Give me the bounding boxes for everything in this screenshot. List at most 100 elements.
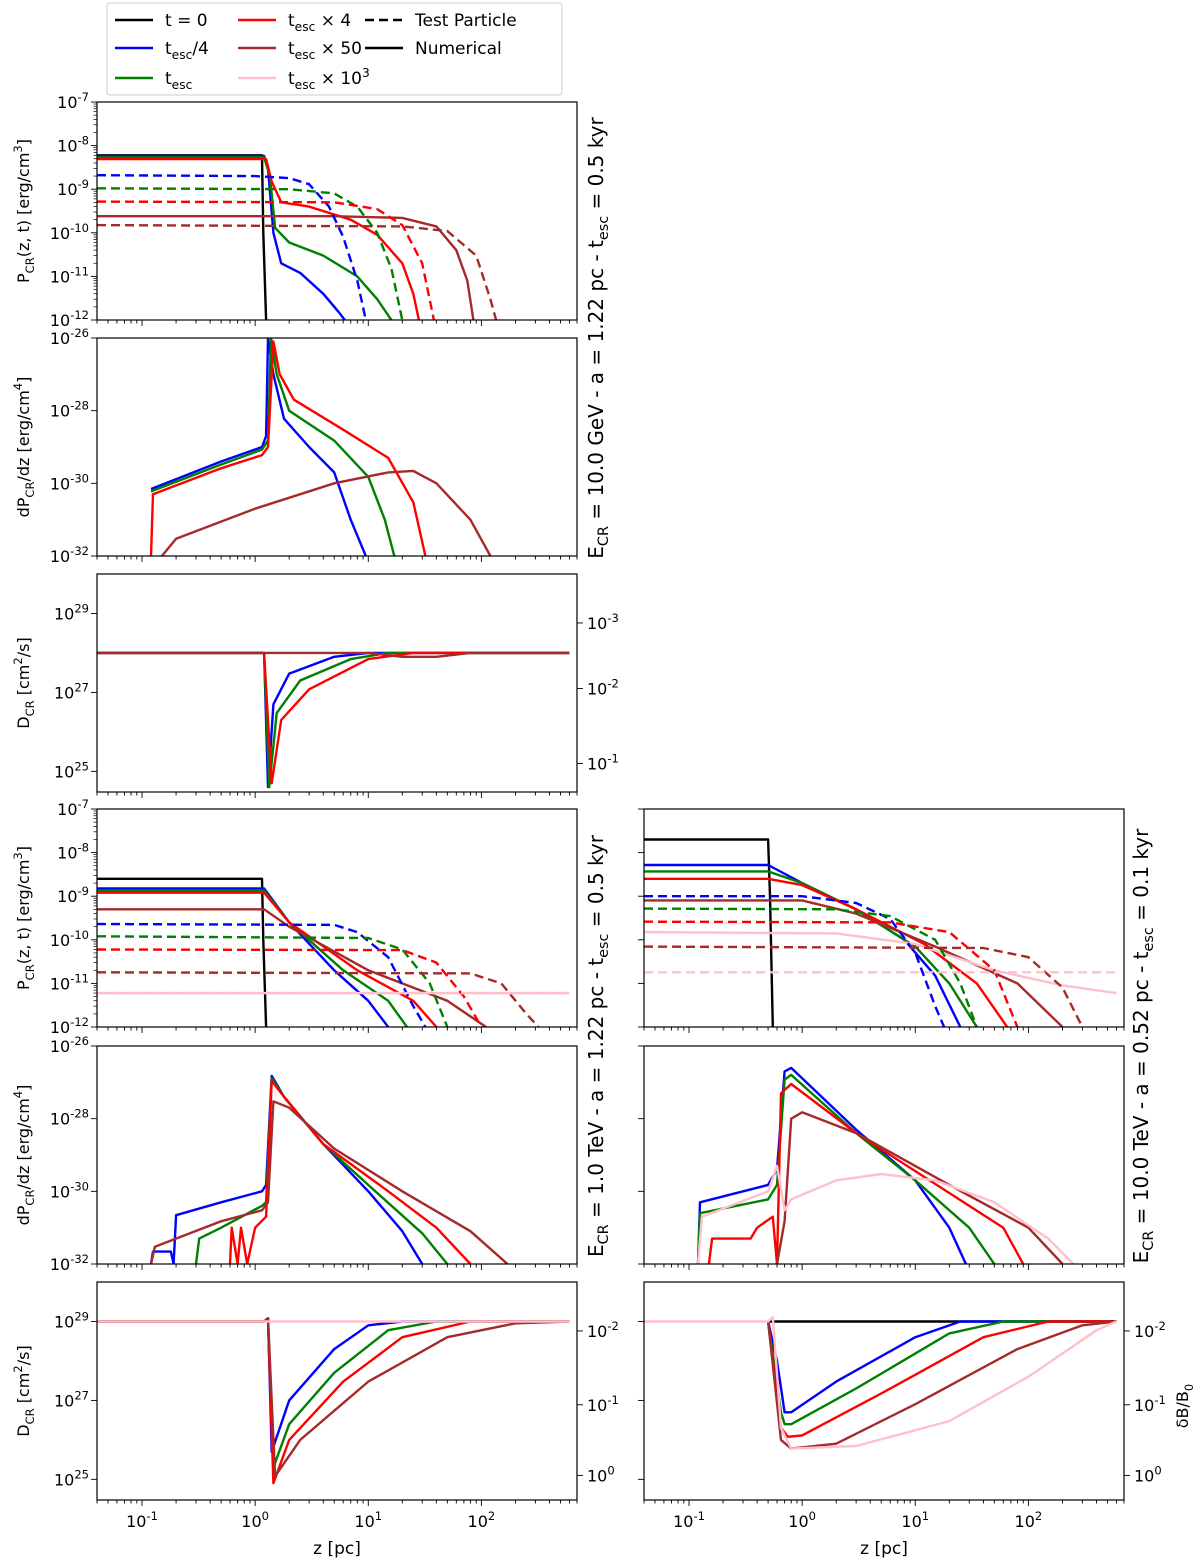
series-line bbox=[644, 930, 1117, 995]
panels: 10-7 10-8 10-9 10-10 10-11 10-12 PCR(z, t) [er… bbox=[11, 90, 1196, 1559]
legend-label: tesc × 50 bbox=[288, 39, 362, 62]
legend: t = 0 tesc/4 tesc tesc × 4 tesc × 50 tesc × 1… bbox=[106, 2, 563, 96]
series-line bbox=[97, 651, 570, 785]
x-tick-label: 102 bbox=[468, 1509, 496, 1531]
series-line bbox=[149, 1074, 424, 1264]
series-group bbox=[149, 1074, 509, 1264]
series-line bbox=[97, 908, 487, 1027]
panel-4-p: 10-7 10-8 10-9 10-10 10-11 10-12 PCR(z, t) [er… bbox=[11, 797, 578, 1037]
y-tick-label: 10-28 bbox=[50, 399, 89, 421]
series-line bbox=[149, 340, 427, 556]
series-group bbox=[644, 838, 1117, 1027]
series-line bbox=[97, 223, 498, 320]
series-group bbox=[696, 1066, 1075, 1264]
x-axis-label: z [pc] bbox=[860, 1539, 908, 1559]
series-line bbox=[644, 907, 978, 1027]
series-line bbox=[150, 338, 396, 556]
series-line bbox=[149, 1100, 509, 1264]
panel-8-dp bbox=[638, 1045, 1125, 1270]
series-line bbox=[97, 877, 268, 1027]
series-line bbox=[97, 156, 393, 320]
panel-6-d: 10-1 100 101 102 z [pc] 1029 1027 1025 DCR [cm2/… bbox=[11, 1281, 619, 1559]
x-axis-label: z [pc] bbox=[313, 1539, 361, 1559]
series-line bbox=[644, 945, 1084, 1027]
series-line bbox=[644, 895, 946, 1027]
series-line bbox=[766, 1320, 1117, 1450]
y-tick-label: 10-30 bbox=[50, 471, 89, 493]
series-line bbox=[160, 469, 492, 556]
y-tick-label: 10-30 bbox=[50, 1179, 89, 1201]
right-tick-label: 10-3 bbox=[587, 611, 619, 633]
right-tick-label: 10-2 bbox=[587, 676, 619, 698]
x-tick-label: 101 bbox=[354, 1509, 382, 1531]
y-axis-label: PCR(z, t) [erg/cm3] bbox=[11, 139, 37, 283]
series-group bbox=[97, 154, 498, 320]
panel-frame bbox=[96, 1045, 578, 1265]
y-tick-label: 10-12 bbox=[50, 308, 89, 330]
series-line bbox=[97, 200, 436, 320]
series-line bbox=[97, 922, 427, 1027]
panel-5-dp: 10-26 10-28 10-30 10-32 dPCR/dz [erg/cm4] bbox=[11, 1034, 578, 1274]
series-line bbox=[644, 920, 1019, 1027]
legend-label: tesc/4 bbox=[165, 39, 209, 62]
panel-frame bbox=[96, 808, 578, 1028]
panel-frame bbox=[643, 1281, 1125, 1501]
series-line bbox=[97, 889, 408, 1027]
series-group bbox=[97, 877, 570, 1027]
legend-box bbox=[106, 2, 563, 96]
y-tick-label: 10-26 bbox=[50, 1034, 89, 1056]
series-group bbox=[149, 338, 492, 556]
y-tick-label: 10-9 bbox=[57, 884, 89, 906]
x-tick-label: 10-1 bbox=[673, 1509, 705, 1531]
panel-frame bbox=[643, 808, 1125, 1028]
series-line bbox=[696, 1066, 967, 1264]
right-tick-label: 10-2 bbox=[1134, 1319, 1166, 1341]
series-group bbox=[644, 1315, 1117, 1450]
legend-label: Test Particle bbox=[414, 11, 517, 31]
legend-label: tesc × 103 bbox=[288, 66, 370, 92]
y-tick-label: 10-32 bbox=[50, 544, 89, 566]
y-axis-label: DCR [cm2/s] bbox=[11, 1345, 37, 1436]
right-tick-label: 10-1 bbox=[587, 751, 619, 773]
series-line bbox=[97, 971, 540, 1027]
series-line bbox=[150, 338, 367, 556]
y-tick-label: 10-11 bbox=[50, 971, 89, 993]
x-tick-label: 100 bbox=[788, 1509, 816, 1531]
panel-frame bbox=[96, 101, 578, 321]
panel-1-p: 10-7 10-8 10-9 10-10 10-11 10-12 PCR(z, t) [er… bbox=[11, 90, 578, 330]
series-group bbox=[97, 651, 570, 789]
series-line bbox=[644, 899, 1064, 1027]
series-line bbox=[97, 174, 367, 320]
right-tick-label: 100 bbox=[587, 1463, 615, 1485]
series-line bbox=[766, 1320, 1117, 1426]
series-line bbox=[97, 651, 570, 789]
y-tick-label: 10-11 bbox=[50, 264, 89, 286]
legend-label: tesc × 4 bbox=[288, 11, 351, 34]
y-tick-label: 10-8 bbox=[57, 134, 89, 156]
series-line bbox=[97, 157, 421, 320]
series-line bbox=[97, 154, 268, 320]
right-tick-label: 10-2 bbox=[587, 1319, 619, 1341]
y-tick-label: 1025 bbox=[54, 759, 89, 781]
row-label: ECR = 1.0 TeV - a = 1.22 pc - tesc = 0.5… bbox=[584, 834, 612, 1257]
series-line bbox=[194, 1077, 449, 1264]
series-line bbox=[97, 651, 570, 789]
series-line bbox=[775, 1111, 1064, 1264]
y-tick-label: 10-32 bbox=[50, 1252, 89, 1274]
right-tick-label: 10-1 bbox=[1134, 1393, 1166, 1415]
y-tick-label: 10-12 bbox=[50, 1015, 89, 1037]
x-tick-label: 100 bbox=[241, 1509, 269, 1531]
y-tick-label: 1027 bbox=[54, 680, 89, 702]
series-line bbox=[97, 891, 438, 1027]
series-line bbox=[644, 877, 1009, 1027]
y-tick-label: 1029 bbox=[54, 601, 89, 623]
x-tick-label: 10-1 bbox=[126, 1509, 158, 1531]
y-axis-label: DCR [cm2/s] bbox=[11, 637, 37, 728]
legend-label: Numerical bbox=[415, 39, 502, 59]
series-line bbox=[97, 887, 390, 1027]
y-tick-label: 10-10 bbox=[50, 221, 89, 243]
right-axis-label: δB/B0 bbox=[1173, 1384, 1196, 1428]
series-line bbox=[97, 215, 475, 320]
y-tick-label: 10-8 bbox=[57, 841, 89, 863]
series-line bbox=[97, 187, 404, 320]
